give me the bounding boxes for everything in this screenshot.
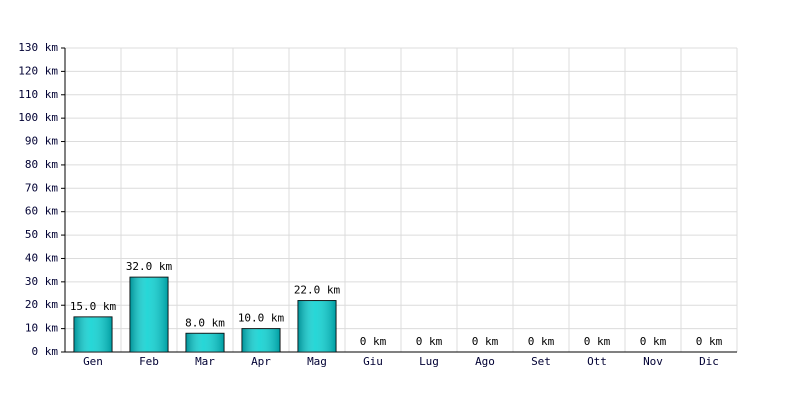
- x-tick-label: Apr: [251, 355, 271, 368]
- bar-shade: [186, 333, 224, 352]
- value-label: 0 km: [472, 335, 499, 348]
- x-tick-label: Ago: [475, 355, 495, 368]
- y-tick-label: 70 km: [25, 181, 58, 194]
- value-label: 0 km: [696, 335, 723, 348]
- value-label: 10.0 km: [238, 312, 285, 325]
- x-tick-label: Dic: [699, 355, 719, 368]
- bar-shade: [298, 300, 336, 352]
- bar-shade: [242, 328, 280, 352]
- value-label: 8.0 km: [185, 316, 225, 329]
- y-tick-label: 30 km: [25, 275, 58, 288]
- value-label: 22.0 km: [294, 284, 341, 297]
- x-tick-label: Nov: [643, 355, 663, 368]
- x-tick-label: Gen: [83, 355, 103, 368]
- bar-shade: [130, 277, 168, 352]
- x-tick-label: Ott: [587, 355, 607, 368]
- value-label: 0 km: [360, 335, 387, 348]
- y-tick-label: 40 km: [25, 251, 58, 264]
- y-tick-label: 20 km: [25, 298, 58, 311]
- y-tick-label: 80 km: [25, 158, 58, 171]
- x-tick-label: Lug: [419, 355, 439, 368]
- y-tick-label: 0 km: [32, 345, 59, 358]
- value-label: 0 km: [584, 335, 611, 348]
- y-tick-label: 10 km: [25, 322, 58, 335]
- y-tick-label: 110 km: [18, 88, 58, 101]
- y-tick-label: 100 km: [18, 111, 58, 124]
- x-tick-label: Mar: [195, 355, 215, 368]
- y-tick-label: 90 km: [25, 135, 58, 148]
- y-tick-label: 120 km: [18, 64, 58, 77]
- bar-shade: [74, 316, 112, 352]
- x-tick-label: Set: [531, 355, 551, 368]
- value-label: 0 km: [416, 335, 443, 348]
- value-label: 0 km: [528, 335, 555, 348]
- x-tick-label: Mag: [307, 355, 327, 368]
- y-tick-label: 130 km: [18, 41, 58, 54]
- y-tick-label: 60 km: [25, 205, 58, 218]
- value-label: 32.0 km: [126, 260, 173, 273]
- x-tick-label: Giu: [363, 355, 383, 368]
- y-tick-label: 50 km: [25, 228, 58, 241]
- value-label: 0 km: [640, 335, 667, 348]
- value-label: 15.0 km: [70, 300, 117, 313]
- x-tick-label: Feb: [139, 355, 159, 368]
